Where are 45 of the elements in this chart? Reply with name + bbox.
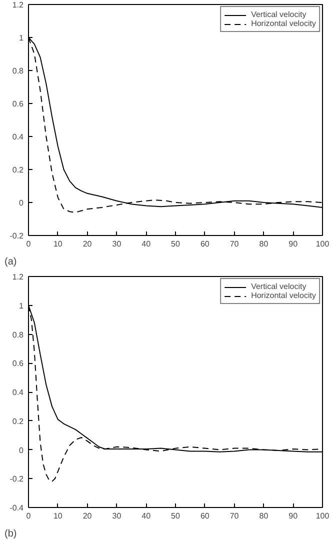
y-tick-label: 0.4: [12, 132, 24, 142]
x-tick-label: 70: [230, 240, 240, 248]
y-tick-label: -0.4: [10, 504, 24, 512]
y-tick-label: 0.6: [12, 359, 24, 368]
y-tick-label: 1.2: [12, 272, 24, 282]
y-tick-label: -0.2: [10, 232, 24, 240]
y-tick-label: 0.4: [12, 388, 24, 397]
legend-label: Vertical velocity: [251, 10, 306, 19]
y-tick-label: 1: [19, 34, 24, 42]
y-tick-label: 1: [19, 301, 24, 310]
x-tick-label: 30: [112, 512, 122, 520]
x-tick-label: 20: [82, 240, 92, 248]
x-tick-label: 70: [230, 512, 240, 520]
legend-label: Horizontal velocity: [251, 19, 316, 28]
x-tick-label: 40: [142, 512, 152, 520]
x-tick-label: 20: [82, 512, 92, 520]
x-tick-label: 80: [259, 240, 269, 248]
legend-label: Vertical velocity: [251, 282, 306, 291]
y-tick-label: 0.8: [12, 66, 24, 76]
y-tick-label: 0.8: [12, 330, 24, 340]
x-tick-label: 60: [200, 240, 210, 248]
x-tick-label: 100: [316, 512, 330, 520]
x-tick-label: 10: [53, 240, 63, 248]
x-tick-label: 80: [259, 512, 269, 520]
y-tick-label: 0: [19, 198, 24, 208]
y-tick-label: 0.2: [12, 416, 24, 426]
x-tick-label: 90: [288, 240, 298, 248]
text: (b): [4, 528, 17, 540]
y-tick-label: 1.2: [12, 0, 24, 10]
y-tick-label: 0.2: [12, 166, 24, 174]
x-tick-label: 100: [316, 240, 330, 248]
x-tick-label: 90: [288, 512, 298, 520]
y-tick-label: 0.6: [12, 100, 24, 108]
x-tick-label: 0: [26, 240, 32, 248]
x-tick-label: 10: [53, 512, 63, 520]
y-tick-label: -0.2: [10, 474, 24, 484]
x-tick-label: 40: [142, 240, 152, 248]
x-tick-label: 30: [112, 240, 122, 248]
x-tick-label: 0: [26, 512, 32, 520]
legend-label: Horizontal velocity: [251, 291, 316, 300]
y-tick-label: 0: [19, 446, 24, 455]
text: (a): [4, 256, 17, 268]
x-tick-label: 50: [171, 512, 180, 520]
x-tick-label: 60: [200, 512, 210, 520]
x-tick-label: 50: [171, 240, 180, 248]
